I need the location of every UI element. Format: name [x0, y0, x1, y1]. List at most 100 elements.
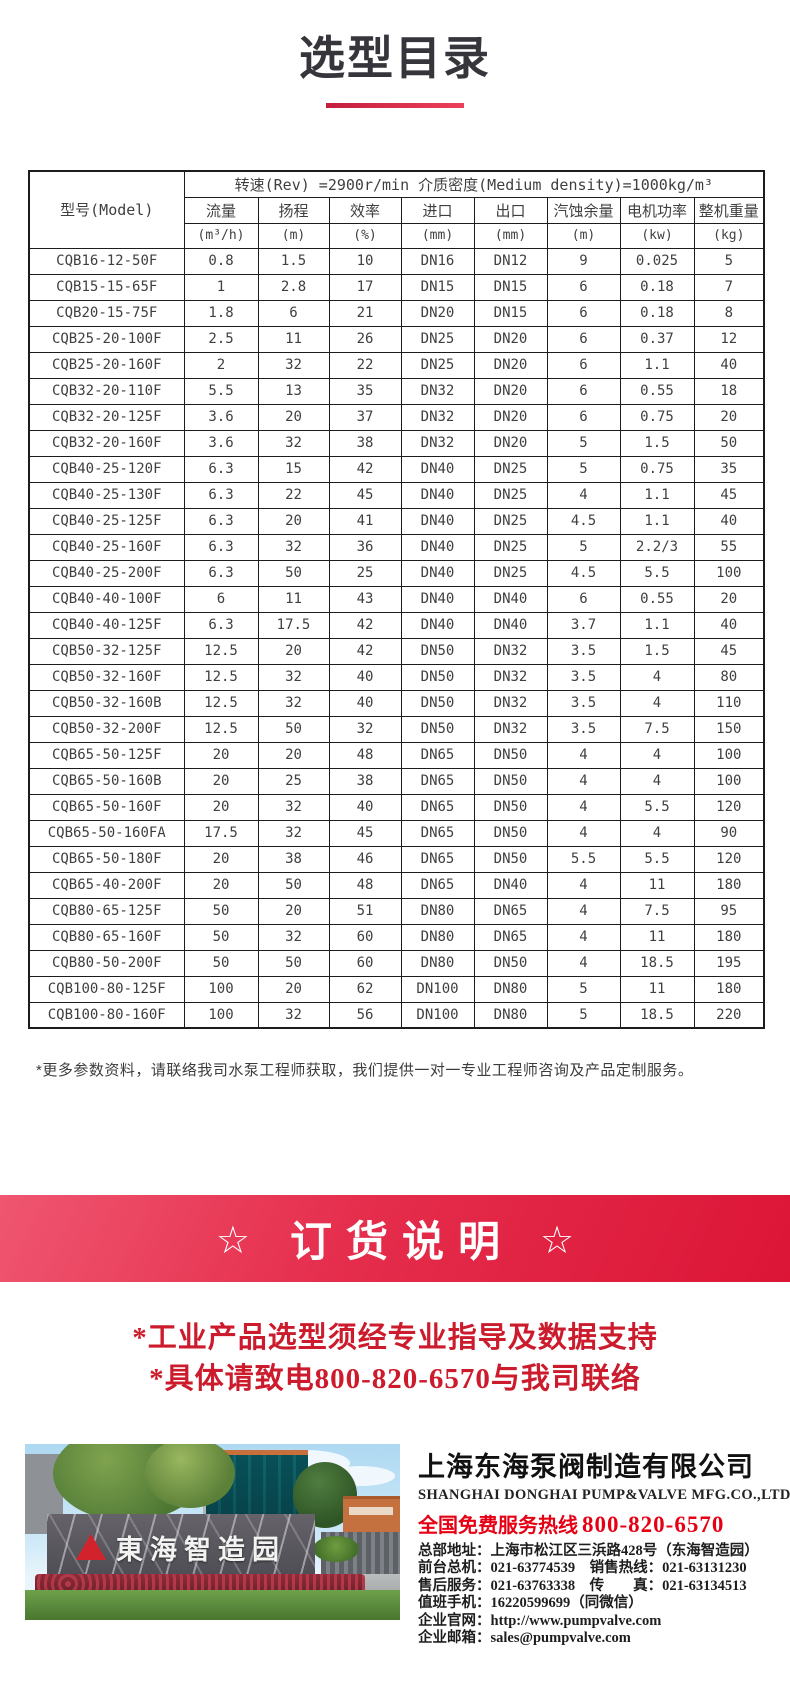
value-cell: 180 [693, 975, 765, 1003]
company-detail-line: 企业官网：http://www.pumpvalve.com [418, 1612, 662, 1629]
model-cell: CQB32-20-125F [28, 403, 185, 431]
value-cell: 5 [546, 429, 621, 457]
table-row: CQB65-40-200F 20 50 48 DN65 DN40 4 11 180 [28, 871, 765, 899]
column-unit: (kg) [693, 222, 765, 249]
value-cell: 36 [328, 533, 402, 561]
value-cell: DN50 [473, 819, 548, 847]
value-cell: DN50 [473, 949, 548, 977]
value-cell: 0.75 [619, 403, 695, 431]
value-cell: DN50 [473, 767, 548, 795]
value-cell: 180 [693, 923, 765, 951]
value-cell: DN50 [400, 637, 475, 665]
value-cell: 12 [693, 325, 765, 353]
value-cell: DN40 [400, 585, 475, 613]
table-row: CQB40-25-130F 6.3 22 45 DN40 DN25 4 1.1 45 [28, 481, 765, 509]
table-row: CQB25-20-100F 2.5 11 26 DN25 DN20 6 0.37 12 [28, 325, 765, 353]
selection-table-wrap: 型号(Model) 转速(Rev) =2900r/min 介质密度(Medium… [28, 170, 766, 1029]
value-cell: 32 [257, 819, 330, 847]
company-name-cn: 上海东海泵阀制造有限公司 [418, 1452, 754, 1482]
value-cell: DN32 [473, 689, 548, 717]
value-cell: 20 [183, 767, 259, 795]
value-cell: 5.5 [183, 377, 259, 405]
table-row: CQB80-50-200F 50 50 60 DN80 DN50 4 18.5 195 [28, 949, 765, 977]
value-cell: 11 [619, 871, 695, 899]
model-cell: CQB25-20-100F [28, 325, 185, 353]
value-cell: 25 [257, 767, 330, 795]
model-cell: CQB50-32-160F [28, 663, 185, 691]
model-cell: CQB80-50-200F [28, 949, 185, 977]
model-cell: CQB100-80-125F [28, 975, 185, 1003]
model-cell: CQB15-15-65F [28, 273, 185, 301]
value-cell: DN80 [400, 949, 475, 977]
table-row: CQB50-32-160B 12.5 32 40 DN50 DN32 3.5 4 110 [28, 689, 765, 717]
model-cell: CQB40-25-125F [28, 507, 185, 535]
table-row: CQB65-50-160B 20 25 38 DN65 DN50 4 4 100 [28, 767, 765, 795]
value-cell: 20 [693, 403, 765, 431]
value-cell: 32 [257, 923, 330, 951]
value-cell: DN32 [473, 715, 548, 743]
model-cell: CQB50-32-160B [28, 689, 185, 717]
value-cell: 4 [546, 767, 621, 795]
table-footnote: *更多参数资料，请联络我司水泵工程师获取，我们提供一对一专业工程师咨询及产品定制… [36, 1062, 694, 1079]
table-row: CQB32-20-125F 3.6 20 37 DN32 DN20 6 0.75 20 [28, 403, 765, 431]
value-cell: DN32 [400, 403, 475, 431]
value-cell: 6.3 [183, 481, 259, 509]
value-cell: DN15 [473, 299, 548, 327]
company-photo: 東海智造园 [25, 1444, 400, 1620]
value-cell: 55 [693, 533, 765, 561]
value-cell: 32 [257, 1001, 330, 1029]
value-cell: 42 [328, 637, 402, 665]
value-cell: 20 [257, 741, 330, 769]
value-cell: 3.6 [183, 403, 259, 431]
value-cell: 4 [546, 741, 621, 769]
value-cell: 11 [257, 585, 330, 613]
value-cell: 8 [693, 299, 765, 327]
value-cell: 50 [183, 897, 259, 925]
value-cell: 32 [257, 689, 330, 717]
value-cell: 40 [693, 507, 765, 535]
company-section: 東海智造园 上海东海泵阀制造有限公司 SHANGHAI DONGHAI PUMP… [0, 1444, 790, 1647]
value-cell: 5 [546, 533, 621, 561]
value-cell: 180 [693, 871, 765, 899]
value-cell: 4.5 [546, 559, 621, 587]
value-cell: 5 [693, 247, 765, 275]
table-row: CQB40-40-100F 6 11 43 DN40 DN40 6 0.55 20 [28, 585, 765, 613]
value-cell: 110 [693, 689, 765, 717]
value-cell: 20 [257, 507, 330, 535]
column-unit: (m³/h) [183, 222, 259, 249]
value-cell: 4 [546, 819, 621, 847]
value-cell: DN15 [473, 273, 548, 301]
tree-shape [145, 1444, 235, 1508]
value-cell: 45 [328, 819, 402, 847]
value-cell: DN40 [400, 455, 475, 483]
table-row: CQB50-32-125F 12.5 20 42 DN50 DN32 3.5 1.5 45 [28, 637, 765, 665]
value-cell: DN65 [400, 793, 475, 821]
value-cell: DN16 [400, 247, 475, 275]
value-cell: 6.3 [183, 507, 259, 535]
column-header: 扬程 [257, 196, 330, 224]
value-cell: 1 [183, 273, 259, 301]
hotline-number: 800-820-6570 [582, 1512, 725, 1537]
value-cell: 1.1 [619, 611, 695, 639]
value-cell: 22 [328, 351, 402, 379]
value-cell: DN80 [400, 897, 475, 925]
value-cell: 4 [619, 689, 695, 717]
value-cell: 4 [546, 949, 621, 977]
table-row: CQB40-40-125F 6.3 17.5 42 DN40 DN40 3.7 1.1 40 [28, 611, 765, 639]
value-cell: 42 [328, 611, 402, 639]
value-cell: 5.5 [619, 793, 695, 821]
value-cell: 51 [328, 897, 402, 925]
value-cell: 40 [328, 663, 402, 691]
value-cell: 45 [328, 481, 402, 509]
value-cell: 32 [257, 429, 330, 457]
value-cell: DN20 [473, 325, 548, 353]
building-right [343, 1496, 400, 1532]
value-cell: 90 [693, 819, 765, 847]
value-cell: DN20 [473, 351, 548, 379]
value-cell: 60 [328, 949, 402, 977]
column-header: 电机功率 [619, 196, 695, 224]
value-cell: 20 [183, 741, 259, 769]
table-row: CQB65-50-160F 20 32 40 DN65 DN50 4 5.5 120 [28, 793, 765, 821]
model-cell: CQB50-32-125F [28, 637, 185, 665]
value-cell: 41 [328, 507, 402, 535]
